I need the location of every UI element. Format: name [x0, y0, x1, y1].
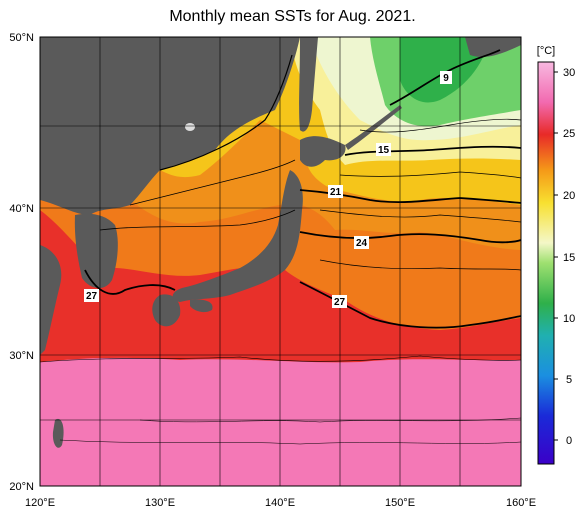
- colorbar-ticks: [554, 71, 558, 441]
- contour-label-27b-box: [332, 295, 347, 308]
- land-korea: [74, 213, 118, 289]
- contour-label-9-box: [440, 71, 452, 84]
- lat-label-20: 20°N: [9, 481, 34, 493]
- contour-label-group: 9 15 21 24 27 27: [84, 71, 452, 308]
- graticule: [40, 37, 521, 486]
- colorbar-unit: [°C]: [537, 45, 555, 57]
- lon-label-160: 160°E: [506, 497, 536, 509]
- colorbar: [°C] 30 25 20 15 10 5 0: [537, 45, 575, 465]
- contour-24: [299, 231, 521, 244]
- land-honshu: [172, 170, 303, 302]
- land-kurils: [345, 105, 402, 150]
- colorbar-tick-20: 20: [563, 190, 575, 202]
- lat-label-50: 50°N: [9, 32, 34, 44]
- colorbar-tick-15: 15: [563, 252, 575, 264]
- map-title: Monthly mean SSTs for Aug. 2021.: [169, 8, 416, 25]
- land-sakhalin: [299, 37, 318, 132]
- contour-15: [344, 145, 521, 156]
- contour-label-24: 24: [356, 238, 368, 249]
- colorbar-tick-30: 30: [563, 67, 575, 79]
- colorbar-tick-25: 25: [563, 128, 575, 140]
- colorbar-bar: [537, 61, 555, 465]
- colorbar-tick-5: 5: [566, 374, 572, 386]
- land-shikoku: [190, 299, 213, 313]
- lon-axis: 120°E 130°E 140°E 150°E 160°E: [25, 497, 536, 509]
- contour-label-9: 9: [443, 73, 449, 84]
- contour-9: [389, 49, 501, 106]
- contour-label-15: 15: [378, 145, 390, 156]
- lat-label-30: 30°N: [9, 350, 34, 362]
- lon-label-150: 150°E: [385, 497, 415, 509]
- lat-axis: 50°N 40°N 30°N 20°N: [9, 32, 34, 493]
- land-china-coast: [40, 245, 62, 355]
- land-kyushu: [152, 294, 181, 327]
- map-frame: [39, 36, 522, 487]
- land-taiwan: [52, 418, 64, 448]
- contour-label-15-box: [376, 143, 391, 156]
- contour-label-27a: 27: [86, 291, 98, 302]
- colorbar-tick-10: 10: [563, 313, 575, 325]
- colorbar-tick-0: 0: [566, 435, 572, 447]
- lon-label-140: 140°E: [265, 497, 295, 509]
- contour-label-27a-box: [84, 289, 99, 302]
- contour-label-21-box: [328, 185, 343, 198]
- sst-field: [40, 37, 521, 486]
- land-kamchatka: [465, 37, 521, 57]
- lon-label-120: 120°E: [25, 497, 55, 509]
- lat-label-40: 40°N: [9, 203, 34, 215]
- lake: [185, 123, 195, 131]
- lon-label-130: 130°E: [145, 497, 175, 509]
- land-hokkaido: [300, 136, 346, 167]
- contour-label-27b: 27: [334, 297, 346, 308]
- contour-label-21: 21: [330, 187, 342, 198]
- contour-label-24-box: [354, 236, 369, 249]
